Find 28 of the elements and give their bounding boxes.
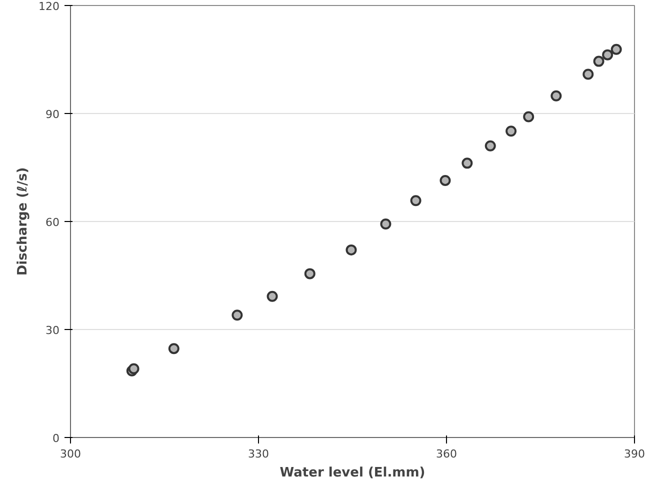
x-tick-label: 300 bbox=[60, 448, 81, 460]
y-tick-label: 0 bbox=[52, 432, 60, 445]
point bbox=[593, 56, 604, 67]
point bbox=[610, 44, 622, 55]
point bbox=[550, 90, 562, 102]
point bbox=[232, 310, 243, 321]
point bbox=[380, 218, 392, 230]
x-tick-label: 390 bbox=[624, 448, 645, 460]
x-tick-label: 360 bbox=[436, 448, 457, 460]
point bbox=[410, 195, 422, 206]
x-axis-title: Water level (El.mm) bbox=[280, 466, 426, 480]
point bbox=[304, 268, 316, 280]
point bbox=[582, 68, 594, 80]
y-tick-label: 90 bbox=[46, 108, 60, 121]
y-axis-title: Discharge (ℓ/s) bbox=[16, 167, 31, 276]
point bbox=[440, 174, 451, 186]
point bbox=[168, 343, 180, 354]
y-tick-label: 60 bbox=[46, 216, 60, 229]
point bbox=[484, 140, 496, 152]
y-tick-label: 120 bbox=[38, 0, 60, 13]
point bbox=[506, 126, 517, 137]
point bbox=[346, 244, 357, 256]
point bbox=[523, 111, 534, 122]
point bbox=[266, 290, 278, 302]
y-tick-label: 30 bbox=[46, 324, 60, 337]
x-tick-label: 330 bbox=[248, 448, 269, 460]
point bbox=[462, 158, 473, 169]
point bbox=[602, 49, 614, 60]
